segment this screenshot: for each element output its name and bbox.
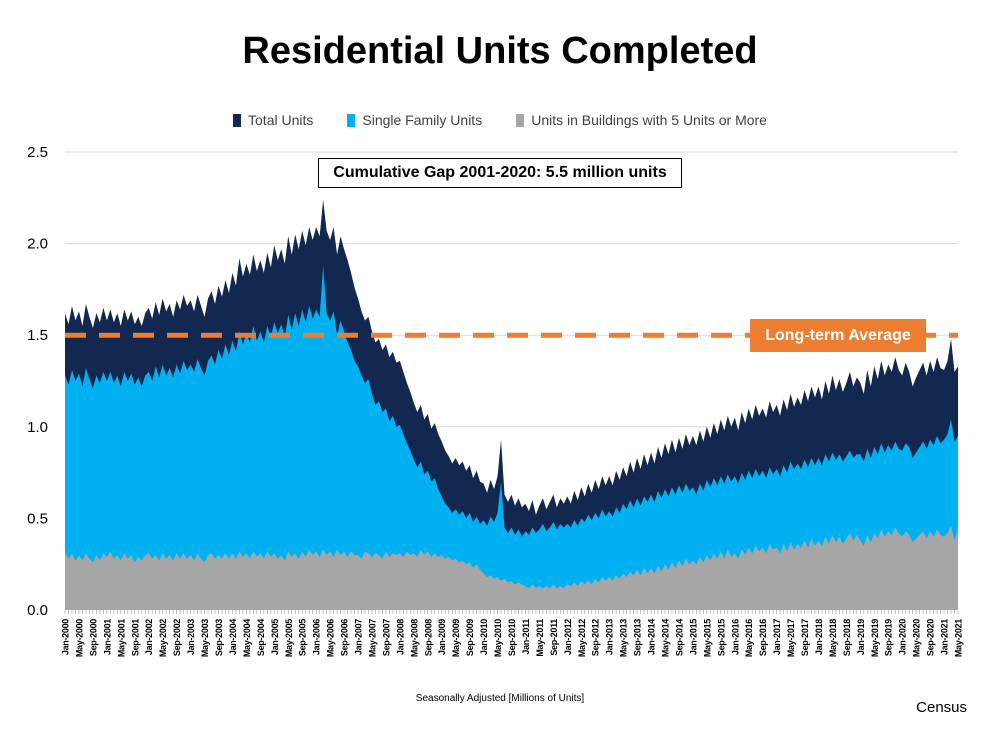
svg-text:Jan-2021: Jan-2021 — [940, 619, 950, 655]
svg-text:May-2008: May-2008 — [409, 619, 419, 657]
svg-text:Sep-2016: Sep-2016 — [758, 619, 768, 656]
svg-text:May-2020: May-2020 — [912, 619, 922, 657]
svg-text:May-2015: May-2015 — [702, 619, 712, 657]
svg-text:Sep-2007: Sep-2007 — [381, 619, 391, 656]
legend-item-total-units: Total Units — [233, 112, 313, 128]
svg-text:Sep-2013: Sep-2013 — [633, 619, 643, 656]
svg-text:Sep-2006: Sep-2006 — [340, 619, 350, 656]
svg-text:Jan-2003: Jan-2003 — [186, 619, 196, 655]
svg-text:Jan-2002: Jan-2002 — [144, 619, 154, 655]
svg-text:Jan-2020: Jan-2020 — [898, 619, 908, 655]
source-label: Census — [916, 699, 967, 716]
svg-text:2.0: 2.0 — [27, 236, 48, 253]
svg-text:0.0: 0.0 — [27, 602, 48, 619]
legend-label-single-family: Single Family Units — [362, 112, 483, 128]
svg-text:Sep-2010: Sep-2010 — [507, 619, 517, 656]
legend-swatch-total-units — [233, 113, 242, 127]
svg-text:Jan-2007: Jan-2007 — [354, 619, 364, 655]
svg-text:Sep-2017: Sep-2017 — [800, 619, 810, 656]
svg-text:Sep-2002: Sep-2002 — [172, 619, 182, 656]
svg-text:May-2017: May-2017 — [786, 619, 796, 657]
svg-text:Jan-2012: Jan-2012 — [563, 619, 573, 655]
svg-text:Sep-2020: Sep-2020 — [926, 619, 936, 656]
svg-text:Jan-2006: Jan-2006 — [312, 619, 322, 655]
svg-text:Jan-2018: Jan-2018 — [814, 619, 824, 655]
page-title: Residential Units Completed — [242, 30, 758, 72]
svg-text:Sep-2008: Sep-2008 — [423, 619, 433, 656]
svg-text:Sep-2018: Sep-2018 — [842, 619, 852, 656]
svg-text:May-2013: May-2013 — [619, 619, 629, 657]
svg-text:May-2010: May-2010 — [493, 619, 503, 657]
svg-text:May-2021: May-2021 — [954, 619, 964, 657]
legend-label-total-units: Total Units — [248, 112, 314, 128]
svg-text:Sep-2019: Sep-2019 — [884, 619, 894, 656]
svg-text:May-2007: May-2007 — [367, 619, 377, 657]
svg-text:May-2004: May-2004 — [242, 619, 252, 657]
svg-text:May-2002: May-2002 — [158, 619, 168, 657]
svg-text:Jan-2001: Jan-2001 — [102, 619, 112, 655]
legend-label-five-plus-units: Units in Buildings with 5 Units or More — [531, 112, 767, 128]
svg-text:Sep-2004: Sep-2004 — [256, 619, 266, 656]
svg-text:Jan-2016: Jan-2016 — [730, 619, 740, 655]
svg-text:Jan-2009: Jan-2009 — [437, 619, 447, 655]
svg-text:May-2001: May-2001 — [116, 619, 126, 657]
legend-swatch-five-plus-units — [516, 113, 525, 127]
svg-text:0.5: 0.5 — [27, 510, 48, 527]
svg-text:Sep-2000: Sep-2000 — [88, 619, 98, 656]
svg-text:Jan-2015: Jan-2015 — [688, 619, 698, 655]
svg-text:May-2019: May-2019 — [870, 619, 880, 657]
svg-text:Jan-2019: Jan-2019 — [856, 619, 866, 655]
area-chart: 0.0 0.5 1.0 1.5 2.0 2.5 Jan-2000 May-2000 Sep-20… — [27, 144, 964, 657]
svg-text:Jan-2017: Jan-2017 — [772, 619, 782, 655]
svg-text:2.5: 2.5 — [27, 144, 48, 161]
svg-text:May-2016: May-2016 — [744, 619, 754, 657]
legend-item-five-plus-units: Units in Buildings with 5 Units or More — [516, 112, 767, 128]
svg-text:May-2009: May-2009 — [451, 619, 461, 657]
svg-text:May-2011: May-2011 — [535, 619, 545, 657]
svg-text:Sep-2001: Sep-2001 — [130, 619, 140, 656]
svg-text:Sep-2009: Sep-2009 — [465, 619, 475, 656]
svg-text:Jan-2004: Jan-2004 — [228, 619, 238, 655]
legend: Total Units Single Family Units Units in… — [0, 112, 1000, 128]
long-term-average-label: Long-term Average — [750, 319, 926, 352]
legend-item-single-family: Single Family Units — [347, 112, 482, 128]
axis-units-caption: Seasonally Adjusted [Millions of Units] — [415, 693, 585, 704]
svg-text:May-2018: May-2018 — [828, 619, 838, 657]
svg-text:1.0: 1.0 — [27, 419, 48, 436]
cumulative-gap-callout: Cumulative Gap 2001-2020: 5.5 million un… — [318, 158, 682, 188]
svg-text:May-2003: May-2003 — [200, 619, 210, 657]
svg-text:Jan-2011: Jan-2011 — [521, 619, 531, 655]
svg-text:May-2012: May-2012 — [577, 619, 587, 657]
svg-text:Jan-2014: Jan-2014 — [647, 619, 657, 655]
svg-text:May-2014: May-2014 — [660, 619, 670, 657]
svg-text:Sep-2011: Sep-2011 — [549, 619, 559, 656]
svg-text:Sep-2015: Sep-2015 — [716, 619, 726, 656]
svg-text:Jan-2010: Jan-2010 — [479, 619, 489, 655]
svg-text:Jan-2000: Jan-2000 — [61, 619, 71, 655]
legend-swatch-single-family — [347, 113, 356, 127]
svg-text:Sep-2012: Sep-2012 — [591, 619, 601, 656]
svg-text:Sep-2003: Sep-2003 — [214, 619, 224, 656]
svg-text:May-2006: May-2006 — [326, 619, 336, 657]
svg-text:Jan-2008: Jan-2008 — [395, 619, 405, 655]
svg-text:May-2000: May-2000 — [74, 619, 84, 657]
svg-text:Jan-2005: Jan-2005 — [270, 619, 280, 655]
svg-text:1.5: 1.5 — [27, 327, 48, 344]
svg-text:Sep-2014: Sep-2014 — [674, 619, 684, 656]
svg-text:Jan-2013: Jan-2013 — [605, 619, 615, 655]
svg-text:Sep-2005: Sep-2005 — [298, 619, 308, 656]
svg-text:May-2005: May-2005 — [284, 619, 294, 657]
